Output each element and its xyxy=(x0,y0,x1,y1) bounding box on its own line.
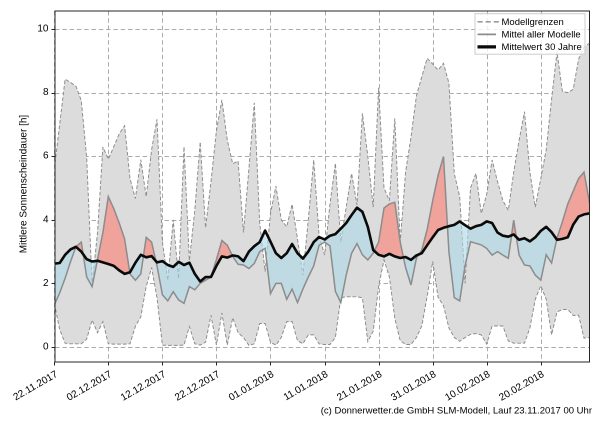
svg-text:0: 0 xyxy=(43,342,49,353)
svg-text:4: 4 xyxy=(43,214,49,225)
svg-text:Mittel aller Modelle: Mittel aller Modelle xyxy=(502,30,581,41)
svg-text:(c) Donnerwetter.de GmbH SLM-M: (c) Donnerwetter.de GmbH SLM-Modell, Lau… xyxy=(321,406,592,417)
svg-text:8: 8 xyxy=(43,87,49,98)
svg-text:6: 6 xyxy=(43,151,49,162)
svg-text:Modellgrenzen: Modellgrenzen xyxy=(502,17,564,28)
svg-text:Mittlere Sonnenscheindauer [h]: Mittlere Sonnenscheindauer [h] xyxy=(19,115,30,254)
svg-text:10: 10 xyxy=(37,24,49,35)
svg-text:2: 2 xyxy=(43,278,49,289)
svg-text:Mittelwert 30 Jahre: Mittelwert 30 Jahre xyxy=(502,42,582,53)
